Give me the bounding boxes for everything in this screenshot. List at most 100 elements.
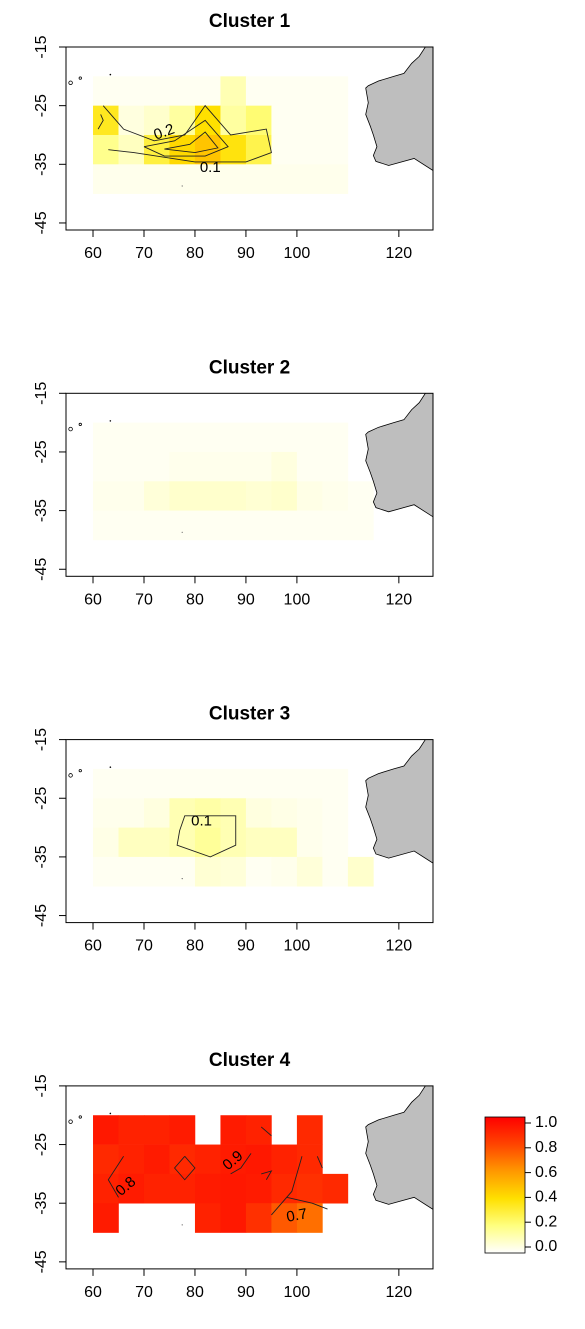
heat-cell <box>245 1144 272 1175</box>
heat-cell <box>93 481 119 511</box>
heat-cell <box>271 451 298 482</box>
x-tick-label: 70 <box>135 591 153 608</box>
heat-cell <box>271 768 298 799</box>
heat-cell <box>194 856 221 887</box>
contour-line <box>164 131 219 154</box>
heat-cell <box>296 1173 323 1204</box>
heat-cell <box>296 451 323 482</box>
panel-title: Cluster 1 <box>209 11 291 32</box>
heat-cell <box>271 164 298 194</box>
x-tick-label: 120 <box>385 591 412 608</box>
heat-cell <box>93 510 119 541</box>
plot-area <box>68 393 433 541</box>
heat-cell <box>169 164 196 194</box>
heat-cell <box>118 76 145 106</box>
y-tick-label: -25 <box>33 440 50 463</box>
island <box>68 80 73 85</box>
heat-cell <box>296 422 323 453</box>
panel-title: Cluster 2 <box>209 357 290 378</box>
heat-cell <box>220 1173 247 1204</box>
contour-line <box>260 1126 272 1137</box>
colorbar <box>484 1116 526 1254</box>
x-tick-label: 80 <box>186 245 204 262</box>
heat-cell <box>194 481 221 511</box>
heat-cell <box>93 1173 119 1204</box>
heat-cell <box>347 510 374 541</box>
island <box>181 878 183 880</box>
heat-cell <box>143 481 170 511</box>
heat-cell <box>245 1173 272 1204</box>
heat-cell <box>296 798 323 828</box>
panel: Cluster 3 0.1 60 70 80 90 100 120 -15 -25 -35 -45 <box>33 704 434 955</box>
heat-cell <box>322 798 349 828</box>
land <box>365 47 433 171</box>
heat-cell <box>220 134 247 165</box>
y-tick-label: -15 <box>33 728 50 751</box>
heat-cell <box>118 164 145 194</box>
heat-cell <box>220 1115 247 1145</box>
heat-cell <box>271 105 298 136</box>
y-tick-label: -35 <box>33 1192 50 1215</box>
heat-cell <box>118 1173 145 1204</box>
heat-cell <box>194 1203 221 1233</box>
heat-cell <box>169 76 196 106</box>
x-tick-label: 70 <box>135 938 153 955</box>
colorbar-label: 0.8 <box>535 1139 557 1156</box>
heat-cell <box>194 451 221 482</box>
heat-cell <box>245 1115 272 1145</box>
heat-cell <box>322 856 349 887</box>
contour-line <box>143 119 229 157</box>
heat-cell <box>322 510 349 541</box>
heat-cell <box>322 164 349 194</box>
heat-cell <box>245 164 272 194</box>
x-tick-label: 60 <box>84 1284 102 1301</box>
island <box>109 73 112 76</box>
heat-cell <box>169 451 196 482</box>
panel-title: Cluster 3 <box>209 704 290 725</box>
heat-cell <box>194 827 221 858</box>
heat-cell <box>143 856 170 887</box>
heat-cell <box>322 105 349 136</box>
heat-cell <box>143 827 170 858</box>
heat-cell <box>93 1203 119 1233</box>
y-tick-label: -45 <box>33 211 50 234</box>
land <box>365 1085 433 1210</box>
contour-line <box>286 1196 328 1210</box>
colorbar-label: 0.6 <box>535 1164 557 1181</box>
heat-cell <box>220 164 247 194</box>
heat-cell <box>169 856 196 887</box>
heat-cell <box>220 422 247 453</box>
x-tick-label: 90 <box>237 1284 255 1301</box>
heat-cell <box>245 481 272 511</box>
x-tick-label: 120 <box>385 1284 412 1301</box>
heat-cell <box>143 164 170 194</box>
colorbar-label: 0.4 <box>535 1189 557 1206</box>
island <box>109 420 112 422</box>
heat-cell <box>220 768 247 799</box>
island <box>181 185 183 187</box>
heat-cell <box>220 105 247 136</box>
heat-cell <box>194 76 221 106</box>
heat-cell <box>271 1203 298 1233</box>
contour-label: 0.1 <box>191 813 212 830</box>
heat-cell <box>143 1173 170 1204</box>
heat-cell <box>194 1144 221 1175</box>
heat-cell <box>271 856 298 887</box>
island <box>109 1112 112 1115</box>
contour-line <box>102 104 272 163</box>
heat-cell <box>194 164 221 194</box>
heat-cell <box>143 422 170 453</box>
heat-cell <box>93 1115 119 1145</box>
island <box>78 76 82 80</box>
y-tick-label: -45 <box>33 558 50 581</box>
x-tick-label: 100 <box>284 1284 311 1301</box>
plot-area <box>68 1085 433 1233</box>
heat-cell <box>347 856 374 887</box>
heat-cell <box>322 1173 349 1204</box>
x-tick-label: 90 <box>237 591 255 608</box>
heat-cell <box>245 856 272 887</box>
island <box>78 1115 82 1119</box>
heat-cell <box>322 481 349 511</box>
heat-cell <box>220 76 247 106</box>
x-tick-label: 60 <box>84 591 102 608</box>
